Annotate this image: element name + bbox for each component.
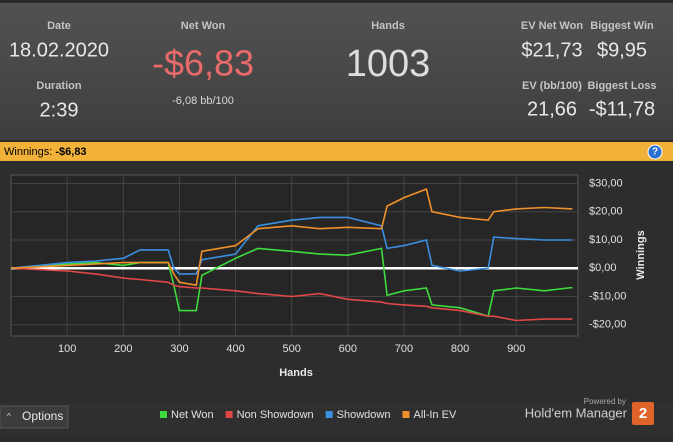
x-tick-label: 400 (226, 343, 244, 355)
powered-by: Powered by (584, 397, 626, 406)
stat-value: $21,73 (521, 39, 582, 61)
stat-label: Biggest Loss (587, 80, 656, 92)
series-line (10, 188, 573, 287)
stat-label: Net Won (181, 20, 226, 32)
stat-value: $9,95 (597, 39, 647, 61)
x-tick-label: 300 (170, 343, 188, 355)
net-won-bb: -6,08 bb/100 (172, 95, 234, 107)
stat-label: Date (47, 20, 71, 32)
y-tick-label: -$10,00 (589, 290, 626, 302)
legend-label: Showdown (337, 409, 391, 421)
y-tick-label: $0,00 (589, 262, 617, 274)
x-tick-label: 900 (507, 343, 525, 355)
legend-swatch (402, 411, 410, 418)
stat-label: EV Net Won (521, 20, 583, 32)
stat-label: Biggest Win (590, 20, 654, 32)
y-tick-label: $30,00 (589, 177, 623, 189)
legend-swatch (160, 411, 167, 418)
stat-label: Duration (36, 80, 82, 92)
legend-label: All-In EV (413, 409, 456, 421)
stat-value: 18.02.2020 (9, 39, 109, 61)
y-axis-title: Winnings (635, 230, 647, 279)
plot: 100 200 300 400 500 600 700 800 900 -$20,00 -$10,0… (10, 175, 626, 355)
banner (0, 142, 673, 161)
y-tick-label: $20,00 (589, 206, 623, 218)
x-tick-label: 200 (114, 343, 132, 355)
y-tick-label: $10,00 (589, 234, 623, 246)
top-border (0, 0, 673, 3)
legend: Net Won Non Showdown Showdown All-In EV (160, 409, 457, 421)
banner-label-text: Winnings: (4, 146, 52, 158)
options-caret[interactable]: ^ (7, 412, 11, 421)
x-axis-title: Hands (279, 367, 313, 379)
options-text[interactable]: Options (22, 409, 63, 423)
brand: Hold'em Manager (525, 405, 628, 420)
stat-label: Hands (371, 20, 405, 32)
logo (632, 402, 654, 425)
y-tick-label: -$20,00 (589, 319, 626, 331)
x-tick-label: 600 (339, 343, 357, 355)
plot-area (10, 174, 579, 337)
series-line (10, 216, 573, 275)
stat-value: 21,66 (527, 98, 577, 120)
options-button[interactable] (0, 405, 69, 429)
stat-label: EV (bb/100) (522, 80, 582, 92)
help-icon-text[interactable]: ? (652, 147, 658, 158)
stat-value: 2:39 (40, 99, 79, 121)
banner-label: Winnings: -$6,83 (4, 146, 87, 158)
x-tick-label: 500 (283, 343, 301, 355)
legend-label: Non Showdown (237, 409, 314, 421)
x-tick-label: 800 (451, 343, 469, 355)
help-icon[interactable] (647, 144, 663, 160)
legend-swatch (325, 411, 333, 418)
legend-label: Net Won (171, 409, 214, 421)
x-tick-label: 100 (58, 343, 76, 355)
series-line (10, 247, 573, 318)
logo-text: 2 (639, 405, 647, 422)
series-line (10, 267, 573, 322)
banner-value: -$6,83 (55, 146, 86, 158)
stats-panel (0, 0, 673, 140)
x-tick-label: 700 (395, 343, 413, 355)
hands-value: 1003 (346, 43, 431, 85)
legend-swatch (225, 411, 233, 418)
stat-value: -$11,78 (589, 98, 655, 120)
footer (0, 403, 673, 437)
net-won-value: -$6,83 (152, 43, 254, 84)
